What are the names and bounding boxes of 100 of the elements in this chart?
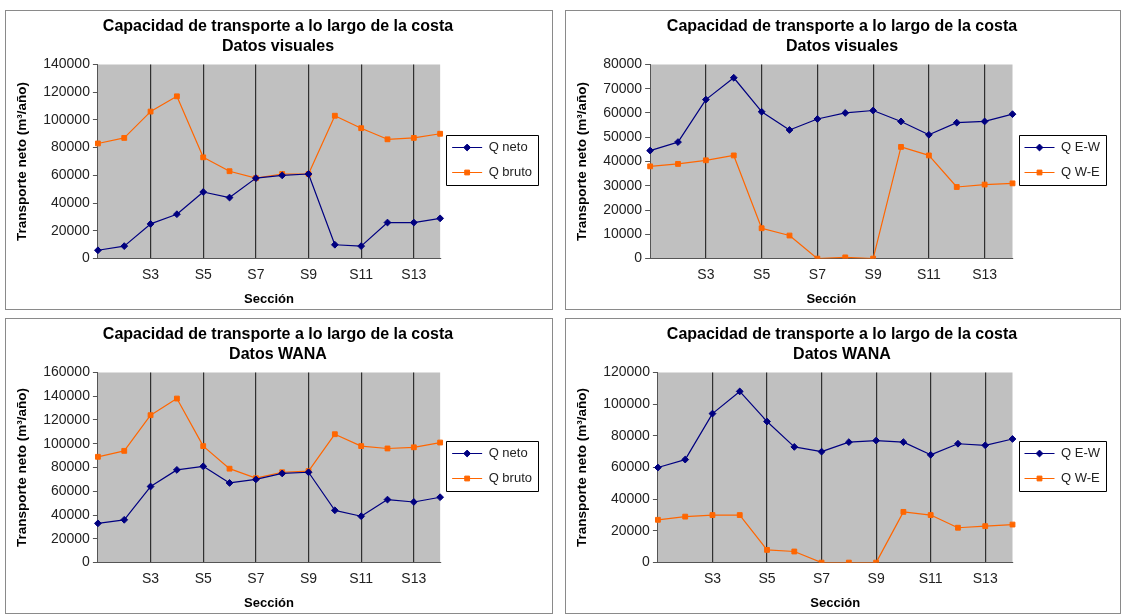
y-tick-label: 80000 — [50, 458, 91, 475]
chart-subtitle: Datos visuales — [221, 37, 335, 55]
point — [763, 417, 771, 426]
chart-title: Capacidad de transporte a lo largo de la costa — [666, 17, 1018, 35]
point — [736, 512, 743, 518]
point — [173, 395, 180, 402]
point — [225, 193, 234, 202]
x-tick-label: S13 — [401, 569, 427, 586]
point — [764, 547, 770, 553]
x-tick-label: S3 — [697, 265, 715, 282]
x-axis-title: Sección — [244, 594, 295, 610]
y-tick-label: 120000 — [603, 363, 651, 380]
point — [899, 438, 908, 447]
chart-subtitle: Datos WANA — [229, 345, 328, 363]
y-axis-title: Transporte neto (m³/año) — [13, 387, 29, 548]
y-tick-label: 40000 — [610, 490, 651, 507]
point — [897, 117, 905, 126]
y-tick-label: 20000 — [50, 221, 91, 238]
point — [226, 168, 233, 175]
x-tick-label: S3 — [703, 569, 722, 586]
point — [330, 240, 339, 249]
point — [758, 225, 765, 232]
legend-label: Q neto — [488, 139, 528, 155]
point — [172, 210, 181, 219]
point — [225, 479, 234, 487]
point — [383, 495, 392, 504]
y-tick-label: 100000 — [603, 394, 651, 411]
point — [900, 508, 907, 515]
x-tick-label: S5 — [758, 569, 776, 586]
point — [199, 188, 208, 196]
point — [146, 220, 155, 228]
point — [655, 516, 661, 523]
y-tick-label: 20000 — [610, 521, 651, 538]
point — [147, 108, 154, 115]
y-tick-label: 140000 — [43, 387, 91, 404]
point — [674, 138, 682, 146]
point — [844, 438, 853, 447]
point — [647, 163, 654, 170]
point — [981, 441, 990, 450]
point — [409, 498, 418, 506]
y-tick-label: 100000 — [43, 110, 91, 127]
point — [357, 242, 366, 251]
y-tick-label: 20000 — [603, 200, 643, 217]
point — [226, 465, 233, 472]
y-tick-label: 10000 — [603, 225, 643, 242]
y-axis-title: Transporte neto (m³/año) — [573, 81, 589, 242]
x-tick-label: S11 — [916, 265, 942, 282]
point — [926, 450, 935, 459]
chart-title: Capacidad de transporte a lo largo de la costa — [102, 325, 454, 343]
point — [654, 463, 662, 472]
point — [200, 443, 207, 450]
point — [437, 439, 444, 446]
y-tick-label: 40000 — [50, 505, 91, 522]
x-tick-label: S11 — [349, 569, 374, 586]
x-tick-label: S5 — [194, 265, 212, 282]
y-tick-label: 0 — [634, 249, 643, 266]
chart-subtitle: Datos WANA — [793, 345, 892, 363]
point — [437, 130, 444, 137]
y-tick-label: 120000 — [43, 83, 91, 99]
point — [1008, 110, 1017, 119]
point — [331, 431, 338, 438]
point — [708, 409, 717, 418]
point — [982, 523, 989, 530]
point — [120, 515, 129, 524]
y-tick-label: 160000 — [43, 363, 91, 380]
x-tick-label: S5 — [194, 569, 212, 586]
y-tick-label: 0 — [82, 553, 91, 570]
point — [791, 548, 798, 555]
point — [147, 412, 154, 419]
point — [927, 512, 934, 518]
x-axis-title: Sección — [810, 594, 861, 610]
y-tick-label: 20000 — [50, 529, 91, 546]
point — [681, 455, 690, 464]
point — [872, 436, 881, 445]
x-axis-title: Sección — [244, 290, 295, 306]
x-tick-label: S11 — [918, 569, 943, 586]
point — [436, 214, 445, 223]
point — [924, 130, 933, 139]
point — [357, 512, 366, 521]
x-tick-label: S9 — [864, 265, 882, 282]
x-tick-label: S13 — [972, 569, 998, 586]
legend-label: Q W-E — [1061, 164, 1101, 180]
y-tick-label: 40000 — [50, 193, 91, 210]
y-tick-label: 80000 — [603, 55, 643, 72]
point — [842, 254, 849, 259]
chart-title: Capacidad de transporte a lo largo de la costa — [102, 17, 454, 35]
point — [94, 519, 102, 528]
point — [120, 242, 129, 251]
point — [757, 107, 766, 116]
point — [1009, 521, 1016, 528]
point — [358, 125, 365, 132]
y-tick-label: 80000 — [50, 138, 91, 155]
y-tick-label: 60000 — [603, 103, 643, 120]
point — [981, 181, 988, 188]
point — [358, 443, 365, 450]
point — [702, 157, 709, 164]
point — [729, 73, 738, 82]
point — [925, 152, 932, 159]
legend-label: Q E-W — [1061, 139, 1101, 155]
y-tick-label: 60000 — [50, 482, 91, 499]
